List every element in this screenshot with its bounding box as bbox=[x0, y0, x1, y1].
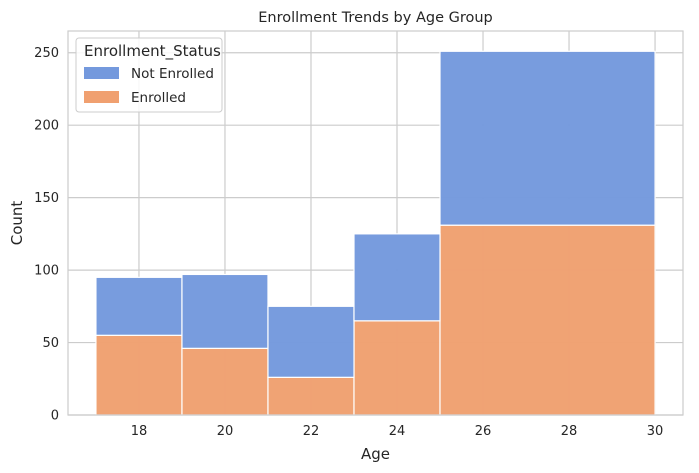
x-tick-label: 18 bbox=[131, 424, 148, 439]
legend-title: Enrollment_Status bbox=[84, 42, 221, 61]
x-tick-label: 22 bbox=[303, 424, 320, 439]
y-tick-label: 150 bbox=[34, 191, 59, 206]
bar-not-enrolled bbox=[439, 50, 656, 226]
y-tick-label: 0 bbox=[51, 409, 59, 424]
histogram-bars bbox=[95, 50, 656, 416]
x-tick-label: 26 bbox=[475, 424, 492, 439]
legend-label-enrolled: Enrolled bbox=[131, 90, 186, 106]
x-tick-label: 28 bbox=[561, 424, 578, 439]
bar-enrolled bbox=[95, 334, 183, 416]
legend: Enrollment_Status Not Enrolled Enrolled bbox=[75, 37, 223, 113]
x-tick-label: 30 bbox=[647, 424, 664, 439]
bar-enrolled bbox=[439, 224, 656, 416]
plot-frame bbox=[67, 30, 684, 416]
y-tick-label: 200 bbox=[34, 119, 59, 134]
legend-swatch-not-enrolled bbox=[84, 67, 119, 79]
y-tick-labels: 0 50 100 150 200 250 bbox=[34, 46, 59, 423]
x-tick-label: 20 bbox=[217, 424, 234, 439]
x-tick-label: 24 bbox=[389, 424, 406, 439]
bar-not-enrolled bbox=[353, 233, 441, 322]
legend-label-not-enrolled: Not Enrolled bbox=[131, 66, 214, 82]
bar-not-enrolled bbox=[95, 276, 183, 336]
bar-enrolled bbox=[267, 376, 355, 416]
bar-not-enrolled bbox=[181, 273, 269, 349]
bar-enrolled bbox=[353, 320, 441, 416]
x-tick-labels: 18 20 22 24 26 28 30 bbox=[131, 424, 664, 439]
bar-not-enrolled bbox=[267, 305, 355, 378]
y-axis-label: Count bbox=[8, 201, 26, 246]
y-tick-label: 50 bbox=[42, 336, 59, 351]
bar-enrolled bbox=[181, 347, 269, 416]
legend-swatch-enrolled bbox=[84, 91, 119, 103]
y-tick-label: 250 bbox=[34, 46, 59, 61]
y-tick-label: 100 bbox=[34, 264, 59, 279]
chart-title: Enrollment Trends by Age Group bbox=[258, 10, 493, 26]
x-axis-label: Age bbox=[361, 445, 390, 463]
